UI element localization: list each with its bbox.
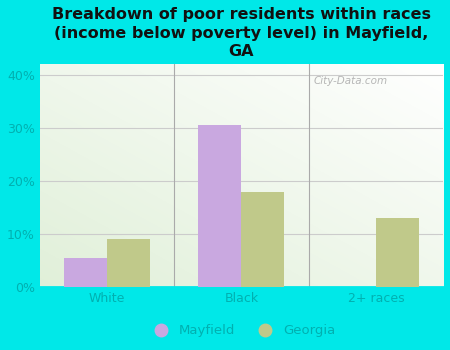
Bar — [64, 258, 107, 287]
Bar — [376, 218, 419, 287]
Bar — [107, 239, 150, 287]
Text: City-Data.com: City-Data.com — [314, 76, 388, 86]
Bar — [241, 192, 284, 287]
Legend: Mayfield, Georgia: Mayfield, Georgia — [142, 319, 341, 343]
Title: Breakdown of poor residents within races
(income below poverty level) in Mayfiel: Breakdown of poor residents within races… — [52, 7, 431, 59]
Bar — [198, 125, 241, 287]
